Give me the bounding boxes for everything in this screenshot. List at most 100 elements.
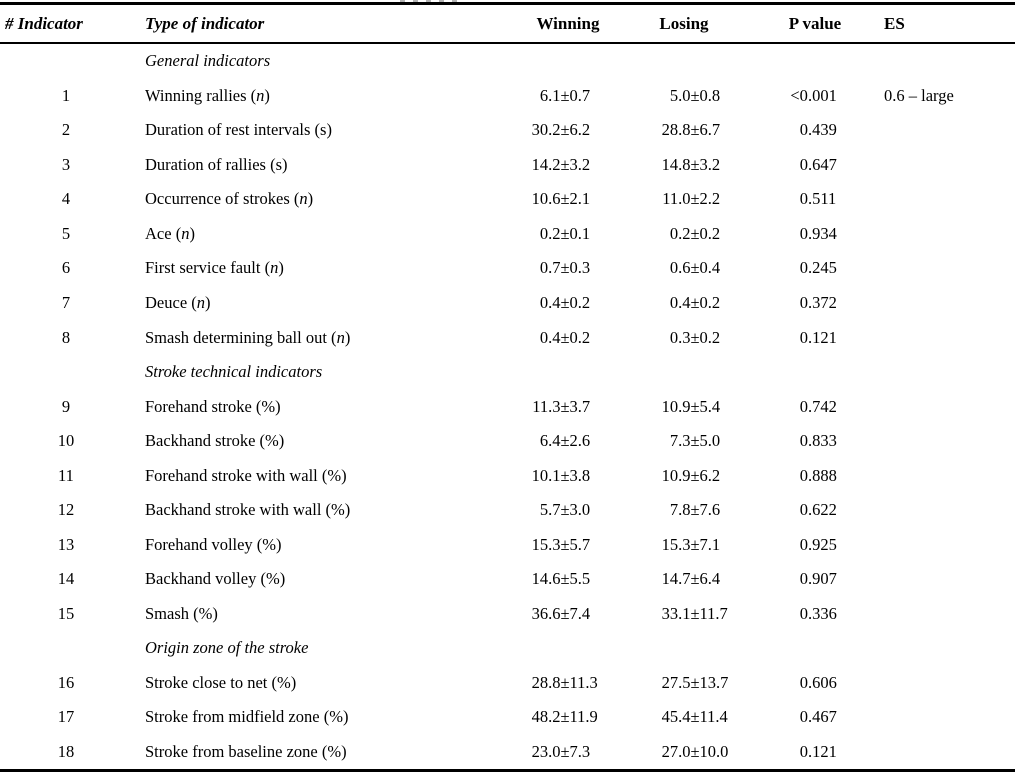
value-mean: 0 [799, 500, 808, 520]
value-mean: 0 [799, 741, 808, 761]
value-separator: ± [560, 741, 570, 761]
value-sd: 439 [812, 120, 837, 140]
table-row: 10 Backhand stroke (%) 6.4 ±2.6 7.3 ±5.0 0. 833 [0, 424, 1015, 459]
value-mean: 0.2 [539, 223, 561, 243]
value-separator: ± [690, 534, 700, 554]
value-mean: 30.2 [531, 120, 561, 140]
row-number: 3 [61, 154, 71, 174]
indicator-name-text: Forehand volley (%) [145, 534, 282, 554]
row-number: 13 [57, 534, 75, 554]
value-sd: 0.2 [569, 327, 591, 347]
value-separator: ± [690, 500, 700, 520]
value-separator: . [807, 431, 813, 451]
value-mean: 7.8 [669, 500, 691, 520]
value-separator: ± [690, 603, 700, 623]
winning-value: 0.4 ±0.2 [495, 293, 635, 313]
value-sd: 0.2 [699, 223, 721, 243]
indicator-name: Backhand volley (%) [132, 569, 495, 589]
value-mean: 0 [799, 189, 808, 209]
value-mean: 48.2 [531, 707, 561, 727]
value-mean: 33.1 [661, 603, 691, 623]
value-sd: 742 [812, 396, 837, 416]
value-separator: ± [690, 154, 700, 174]
value-sd: 3.2 [699, 154, 721, 174]
losing-value: 7.8 ±7.6 [635, 500, 755, 520]
p-value: 0. 742 [755, 397, 865, 417]
indicator-name-text: Stroke close to net (%) [145, 672, 297, 692]
value-mean: 6.1 [539, 85, 561, 105]
value-mean: 27.0 [661, 741, 691, 761]
table-row: 11 Forehand stroke with wall (%) 10.1 ±3.8 1… [0, 458, 1015, 493]
indicator-name-text: Smash (%) [145, 603, 218, 623]
winning-value: 6.4 ±2.6 [495, 431, 635, 451]
value-separator: . [807, 672, 813, 692]
value-mean: 0 [799, 120, 808, 140]
value-separator: . [807, 154, 813, 174]
losing-value: 33.1 ±11.7 [635, 604, 755, 624]
table-row: 12 Backhand stroke with wall (%) 5.7 ±3.0 7.… [0, 493, 1015, 528]
value-separator: . [807, 258, 813, 278]
indicator-name-text: Occurrence of strokes ( [145, 189, 300, 209]
cropped-caption-remnant [400, 0, 458, 2]
value-separator: ± [560, 85, 570, 105]
value-sd: 2.1 [569, 189, 591, 209]
row-number: 11 [58, 465, 74, 485]
es-value: 0.6 – large [884, 85, 954, 105]
indicator-name-close: ) [264, 85, 270, 105]
value-sd: 11.9 [569, 707, 598, 727]
value-separator: . [807, 500, 813, 520]
p-value: 0. 925 [755, 535, 865, 555]
value-sd: 467 [812, 707, 837, 727]
value-sd: 11.4 [699, 707, 728, 727]
value-separator: ± [560, 672, 570, 692]
losing-value: 0.2 ±0.2 [635, 224, 755, 244]
losing-value: 0.6 ±0.4 [635, 258, 755, 278]
value-sd: 7.1 [699, 534, 721, 554]
p-value: 0. 511 [755, 189, 865, 209]
row-number: 15 [57, 603, 75, 623]
value-mean: 0 [799, 672, 808, 692]
value-mean: 14.6 [531, 569, 561, 589]
value-mean: 14.7 [661, 569, 691, 589]
value-separator: ± [690, 396, 700, 416]
header-es: ES [884, 13, 905, 33]
value-mean: 28.8 [531, 672, 561, 692]
value-separator: ± [690, 569, 700, 589]
indicator-variable: n [299, 189, 308, 209]
row-number: 16 [57, 672, 75, 692]
value-mean: 10.1 [531, 465, 561, 485]
indicator-name-close: ) [189, 223, 195, 243]
indicator-name-close: ) [278, 258, 284, 278]
value-sd: 11.3 [569, 672, 598, 692]
value-sd: 121 [812, 327, 837, 347]
losing-value: 27.0 ±10.0 [635, 742, 755, 762]
row-number: 6 [61, 258, 71, 278]
value-mean: 0 [799, 431, 808, 451]
value-separator: ± [560, 292, 570, 312]
losing-value: 0.3 ±0.2 [635, 328, 755, 348]
indicator-name-text: Duration of rallies (s) [145, 154, 288, 174]
section-label: General indicators [145, 51, 271, 71]
value-sd: 336 [812, 603, 837, 623]
table-row: 8 Smash determining ball out (n) 0.4 ±0.2 0.… [0, 320, 1015, 355]
value-sd: 934 [812, 223, 837, 243]
value-separator: . [807, 223, 813, 243]
indicator-name: Forehand volley (%) [132, 535, 495, 555]
value-sd: 0.3 [569, 258, 591, 278]
winning-value: 11.3 ±3.7 [495, 397, 635, 417]
losing-value: 14.7 ±6.4 [635, 569, 755, 589]
indicator-name: Backhand stroke (%) [132, 431, 495, 451]
value-sd: 511 [812, 189, 837, 209]
row-number: 7 [61, 292, 71, 312]
section-row: Stroke technical indicators [0, 355, 1015, 390]
indicator-name-text: Forehand stroke with wall (%) [145, 465, 347, 485]
value-mean: 0 [799, 258, 808, 278]
winning-value: 10.6 ±2.1 [495, 189, 635, 209]
value-mean: 0.4 [539, 292, 561, 312]
value-separator: ± [690, 465, 700, 485]
value-sd: 5.0 [699, 431, 721, 451]
losing-value: 45.4 ±11.4 [635, 707, 755, 727]
value-mean: 7.3 [669, 431, 691, 451]
